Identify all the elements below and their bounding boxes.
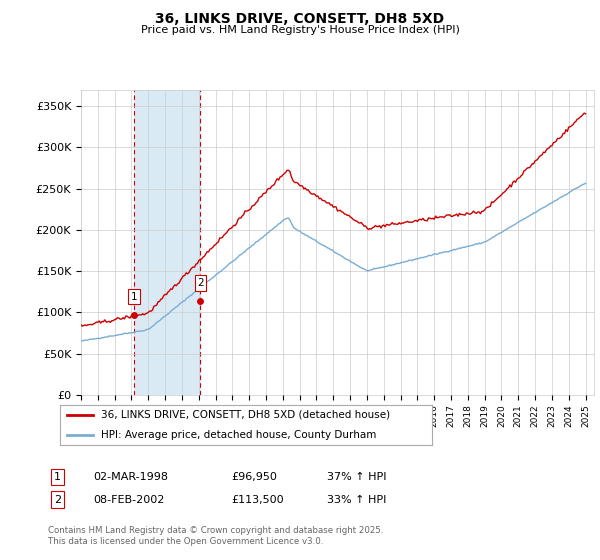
Text: 37% ↑ HPI: 37% ↑ HPI [327,472,386,482]
Text: 1: 1 [131,292,137,302]
Text: 2: 2 [54,494,61,505]
Text: Price paid vs. HM Land Registry's House Price Index (HPI): Price paid vs. HM Land Registry's House … [140,25,460,35]
Text: £113,500: £113,500 [231,494,284,505]
Text: 36, LINKS DRIVE, CONSETT, DH8 5XD (detached house): 36, LINKS DRIVE, CONSETT, DH8 5XD (detac… [101,410,390,420]
Text: 33% ↑ HPI: 33% ↑ HPI [327,494,386,505]
Text: HPI: Average price, detached house, County Durham: HPI: Average price, detached house, Coun… [101,430,376,440]
Text: £96,950: £96,950 [231,472,277,482]
Text: 02-MAR-1998: 02-MAR-1998 [93,472,168,482]
Text: 1: 1 [54,472,61,482]
Bar [134,90,200,395]
Text: 2: 2 [197,278,204,288]
Text: Contains HM Land Registry data © Crown copyright and database right 2025.
This d: Contains HM Land Registry data © Crown c… [48,526,383,546]
Text: 36, LINKS DRIVE, CONSETT, DH8 5XD: 36, LINKS DRIVE, CONSETT, DH8 5XD [155,12,445,26]
Text: 08-FEB-2002: 08-FEB-2002 [93,494,164,505]
